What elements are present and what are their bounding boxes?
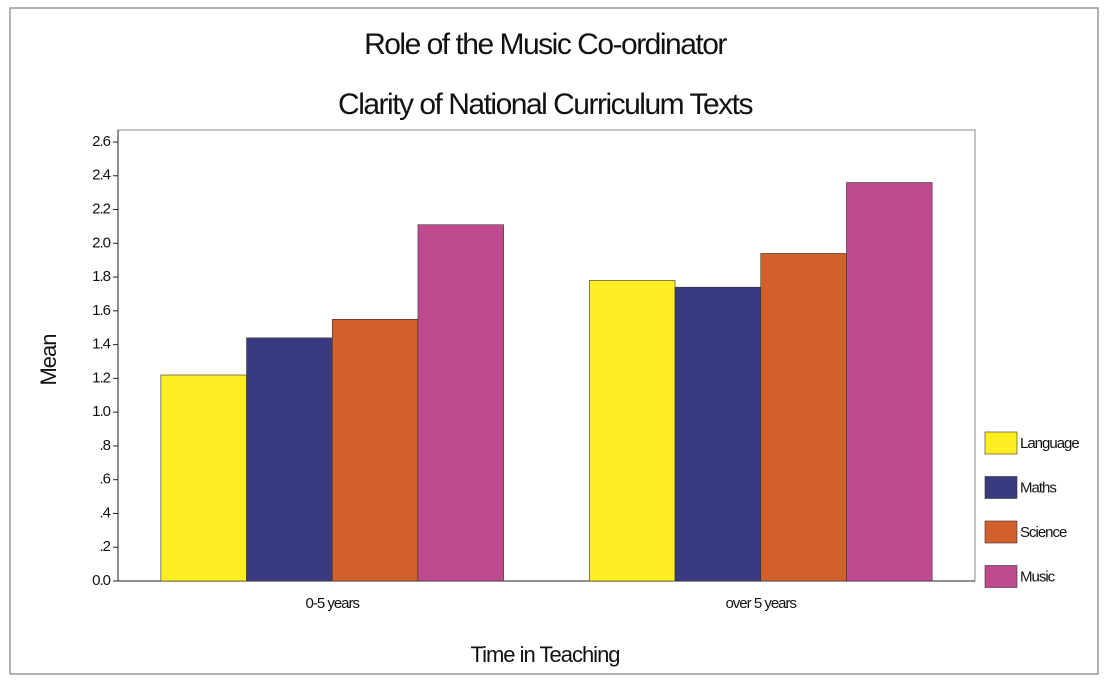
x-tick-label: 0-5 years xyxy=(305,595,359,612)
x-tick-label: over 5 years xyxy=(725,595,796,612)
y-tick-label: 2.0 xyxy=(92,234,111,251)
y-tick-label: 1.2 xyxy=(92,369,111,386)
chart-title: Role of the Music Co-ordinator xyxy=(364,28,727,61)
bar xyxy=(246,337,333,582)
legend-label: Language xyxy=(1020,435,1079,452)
y-tick-label: 1.4 xyxy=(92,336,111,353)
x-axis-title: Time in Teaching xyxy=(470,642,619,667)
y-tick-label: 2.4 xyxy=(92,167,111,184)
legend-label: Science xyxy=(1020,524,1067,541)
legend-label: Music xyxy=(1020,568,1056,585)
legend-swatch xyxy=(984,520,1018,544)
bar xyxy=(589,280,676,582)
y-tick-label: .4 xyxy=(99,504,110,521)
legend-label: Maths xyxy=(1020,479,1056,496)
legend-swatch xyxy=(984,476,1018,499)
y-tick-label: .6 xyxy=(99,471,110,488)
bar xyxy=(331,318,419,582)
y-tick-label: 2.6 xyxy=(92,133,111,150)
y-tick-label: 1.0 xyxy=(92,403,111,420)
legend-swatch xyxy=(984,565,1018,588)
y-tick-label: 2.2 xyxy=(92,201,111,218)
y-tick-label: .2 xyxy=(99,538,110,555)
y-tick-label: 0.0 xyxy=(92,572,111,589)
y-tick-label: 1.6 xyxy=(92,302,111,319)
chart-subtitle: Clarity of National Curriculum Texts xyxy=(338,88,752,121)
bar xyxy=(846,182,933,582)
y-tick-label: .8 xyxy=(99,437,110,454)
bar xyxy=(674,286,762,582)
bar xyxy=(160,374,247,582)
y-axis-title: Mean xyxy=(36,334,61,385)
y-tick-label: 1.8 xyxy=(92,268,111,285)
legend-swatch xyxy=(984,431,1018,455)
bar xyxy=(417,224,504,582)
bar xyxy=(760,253,847,582)
